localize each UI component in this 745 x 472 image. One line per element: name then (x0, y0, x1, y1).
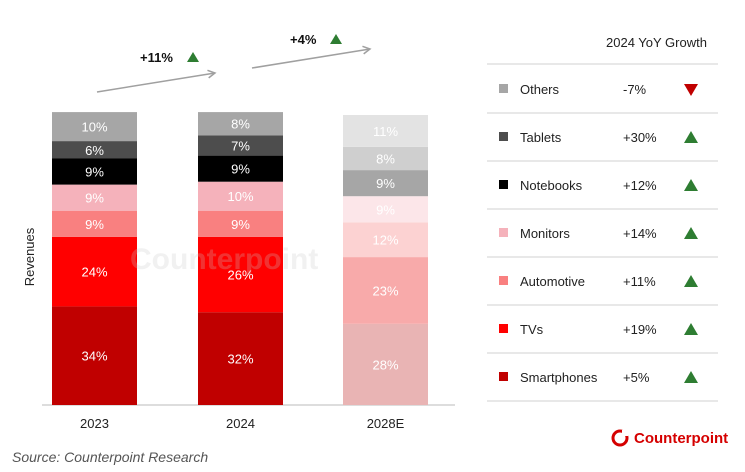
growth-up-triangle-icon-1 (187, 52, 199, 62)
legend-growth-monitors: +14% (623, 226, 657, 241)
legend-header: 2024 YoY Growth (606, 35, 707, 50)
bar-segment-automotive-2024 (198, 210, 283, 237)
bar-segment-smartphones-2023 (52, 306, 137, 405)
data-label-automotive-2023: 9% (85, 217, 104, 232)
data-label-notebooks-2023: 9% (85, 165, 104, 180)
data-label-monitors-2023: 9% (85, 191, 104, 206)
bar-segment-notebooks-2028e (343, 170, 428, 197)
legend-swatch-smartphones (499, 372, 508, 381)
bar-segment-tablets-2023 (52, 141, 137, 159)
growth-up-triangle-icon-2 (330, 34, 342, 44)
x-tick-label-2024: 2024 (226, 416, 255, 431)
legend-swatch-notebooks (499, 180, 508, 189)
legend-swatch-others (499, 84, 508, 93)
data-label-tvs-2023: 24% (81, 265, 107, 280)
legend-swatch-automotive (499, 276, 508, 285)
data-label-smartphones-2024: 32% (227, 352, 253, 367)
legend-name-tablets: Tablets (520, 130, 562, 145)
data-label-automotive-2024: 9% (231, 217, 250, 232)
legend-swatch-monitors (499, 228, 508, 237)
legend-up-triangle-icon-monitors (684, 227, 698, 239)
data-label-others-2023: 10% (81, 120, 107, 135)
legend-name-tvs: TVs (520, 322, 544, 337)
bar-segment-others-2023 (52, 112, 137, 142)
legend-name-monitors: Monitors (520, 226, 570, 241)
legend-up-triangle-icon-tablets (684, 131, 698, 143)
bar-segment-monitors-2028e (343, 196, 428, 223)
bar-segment-automotive-2028e (343, 222, 428, 258)
legend-growth-automotive: +11% (623, 274, 656, 289)
growth-arrow-2 (251, 48, 371, 69)
data-label-tvs-2028e: 23% (372, 283, 398, 298)
counterpoint-logo-icon (611, 429, 629, 447)
legend-swatch-tvs (499, 324, 508, 333)
data-label-tablets-2023: 6% (85, 143, 104, 158)
data-label-tablets-2028e: 8% (376, 152, 395, 167)
legend-up-triangle-icon-tvs (684, 323, 698, 335)
growth-label-1: +11% (140, 50, 173, 65)
data-label-smartphones-2028e: 28% (372, 357, 398, 372)
growth-arrowhead-2 (362, 45, 372, 55)
legend-up-triangle-icon-notebooks (684, 179, 698, 191)
legend-up-triangle-icon-automotive (684, 275, 698, 287)
bar-segment-others-2028e (343, 115, 428, 147)
legend-growth-tablets: +30% (623, 130, 657, 145)
source-note: Source: Counterpoint Research (12, 449, 209, 465)
bar-segment-notebooks-2023 (52, 158, 137, 185)
x-tick-label-2028e: 2028E (367, 416, 405, 431)
bar-segment-tvs-2028e (343, 257, 428, 324)
data-label-notebooks-2024: 9% (231, 162, 250, 177)
data-label-notebooks-2028e: 9% (376, 176, 395, 191)
legend-name-automotive: Automotive (520, 274, 585, 289)
bar-segment-smartphones-2028e (343, 323, 428, 405)
data-label-tvs-2024: 26% (227, 268, 253, 283)
bar-segment-automotive-2023 (52, 210, 137, 237)
legend-growth-tvs: +19% (623, 322, 657, 337)
bar-segment-others-2024 (198, 112, 283, 136)
bar-segment-tvs-2024 (198, 236, 283, 313)
legend-down-triangle-icon-others (684, 84, 698, 96)
bar-segment-notebooks-2024 (198, 155, 283, 182)
legend-name-others: Others (520, 82, 560, 97)
legend-name-smartphones: Smartphones (520, 370, 598, 385)
legend-swatch-tablets (499, 132, 508, 141)
bar-segment-monitors-2023 (52, 184, 137, 211)
data-label-monitors-2028e: 9% (376, 202, 395, 217)
data-label-others-2024: 8% (231, 117, 250, 132)
legend-growth-notebooks: +12% (623, 178, 657, 193)
data-label-others-2028e: 11% (373, 124, 398, 139)
data-label-monitors-2024: 10% (227, 189, 253, 204)
watermark: Counterpoint (130, 243, 319, 276)
bar-segment-monitors-2024 (198, 181, 283, 211)
bar-segment-smartphones-2024 (198, 312, 283, 405)
growth-arrow-1 (96, 72, 216, 93)
brand-logo: Counterpoint (610, 428, 728, 448)
legend-growth-others: -7% (623, 82, 647, 97)
data-label-tablets-2024: 7% (231, 138, 250, 153)
legend-up-triangle-icon-smartphones (684, 371, 698, 383)
bar-segment-tvs-2023 (52, 236, 137, 307)
brand-name: Counterpoint (634, 429, 729, 447)
bar-segment-tablets-2028e (343, 146, 428, 171)
legend-growth-smartphones: +5% (623, 370, 650, 385)
data-label-smartphones-2023: 34% (81, 349, 107, 364)
legend-name-notebooks: Notebooks (520, 178, 583, 193)
x-tick-label-2023: 2023 (80, 416, 109, 431)
growth-arrowhead-1 (207, 69, 217, 79)
y-axis-label: Revenues (22, 227, 37, 286)
data-label-automotive-2028e: 12% (372, 233, 398, 248)
growth-label-2: +4% (290, 32, 317, 47)
bar-segment-tablets-2024 (198, 135, 283, 156)
